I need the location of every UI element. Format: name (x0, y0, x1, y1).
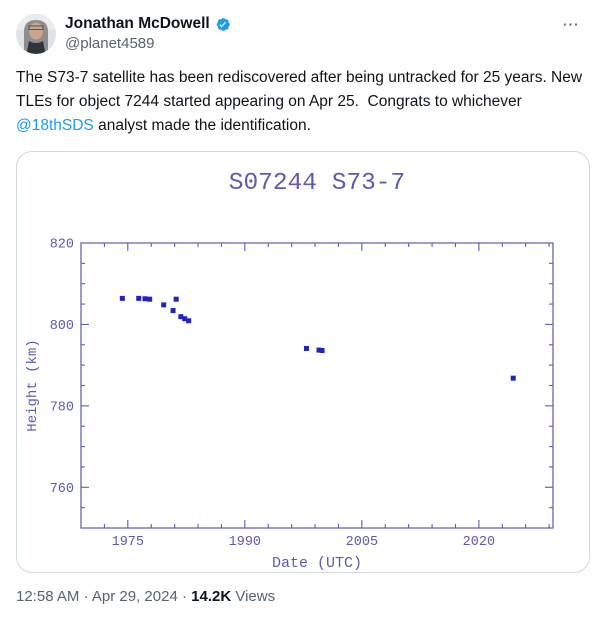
chart-media-card[interactable]: S07244 S73-7 1975 1990 2005 2020 760 780 800 820… (16, 151, 590, 573)
post-date: Apr 29, 2024 (91, 588, 178, 605)
chart-title: S07244 S73-7 (229, 170, 405, 197)
data-point (173, 296, 179, 302)
tweet-text-after-link: analyst made the identification. (93, 117, 311, 134)
data-point (316, 347, 322, 353)
y-tick-label: 800 (50, 319, 74, 334)
x-tick-label: 2005 (346, 535, 378, 550)
tweet-post: Jonathan McDowell @planet4589 ⋯ The S73-… (16, 14, 590, 605)
data-point (119, 295, 125, 301)
avatar[interactable] (16, 14, 56, 54)
data-point (303, 345, 309, 351)
more-menu-button[interactable]: ⋯ (562, 15, 580, 34)
data-point (178, 314, 184, 320)
y-tick-label: 780 (50, 400, 74, 415)
footer-separator: · (177, 588, 192, 605)
tweet-text: The S73-7 satellite has been rediscovere… (16, 66, 584, 138)
views-count: 14.2K (191, 588, 232, 605)
tweet-header: Jonathan McDowell @planet4589 ⋯ (16, 14, 584, 54)
author-identity[interactable]: Jonathan McDowell @planet4589 (65, 14, 231, 54)
display-name[interactable]: Jonathan McDowell (65, 15, 210, 32)
data-point (136, 295, 142, 301)
data-point (186, 318, 192, 324)
x-tick-label: 2020 (463, 535, 495, 550)
x-tick-label: 1975 (112, 535, 144, 550)
x-tick-label: 1990 (229, 535, 261, 550)
post-time: 12:58 AM (16, 588, 80, 605)
plot-border (80, 242, 554, 529)
data-point (319, 347, 325, 353)
data-point (147, 296, 153, 302)
verified-badge-icon (216, 17, 230, 31)
y-axis-label: Height (km) (25, 339, 41, 431)
footer-separator: · (79, 588, 92, 605)
y-tick-label: 760 (50, 482, 74, 497)
data-point (142, 296, 148, 302)
tweet-text-before-link: The S73-7 satellite has been rediscovere… (16, 69, 587, 110)
tweet-footer: 12:58 AM · Apr 29, 2024 · 14.2K Views (16, 588, 584, 605)
x-axis-label: Date (UTC) (272, 555, 362, 572)
avatar-portrait (16, 14, 56, 54)
data-point (182, 316, 188, 322)
views-label: Views (231, 588, 276, 605)
satellite-height-chart: S07244 S73-7 1975 1990 2005 2020 760 780 800 820… (25, 170, 554, 572)
data-point (161, 302, 167, 308)
author-handle[interactable]: @planet4589 (65, 35, 155, 52)
y-tick-label: 820 (50, 238, 74, 253)
mention-link[interactable]: @18thSDS (16, 117, 94, 134)
data-point (510, 375, 516, 381)
data-point (170, 308, 176, 314)
